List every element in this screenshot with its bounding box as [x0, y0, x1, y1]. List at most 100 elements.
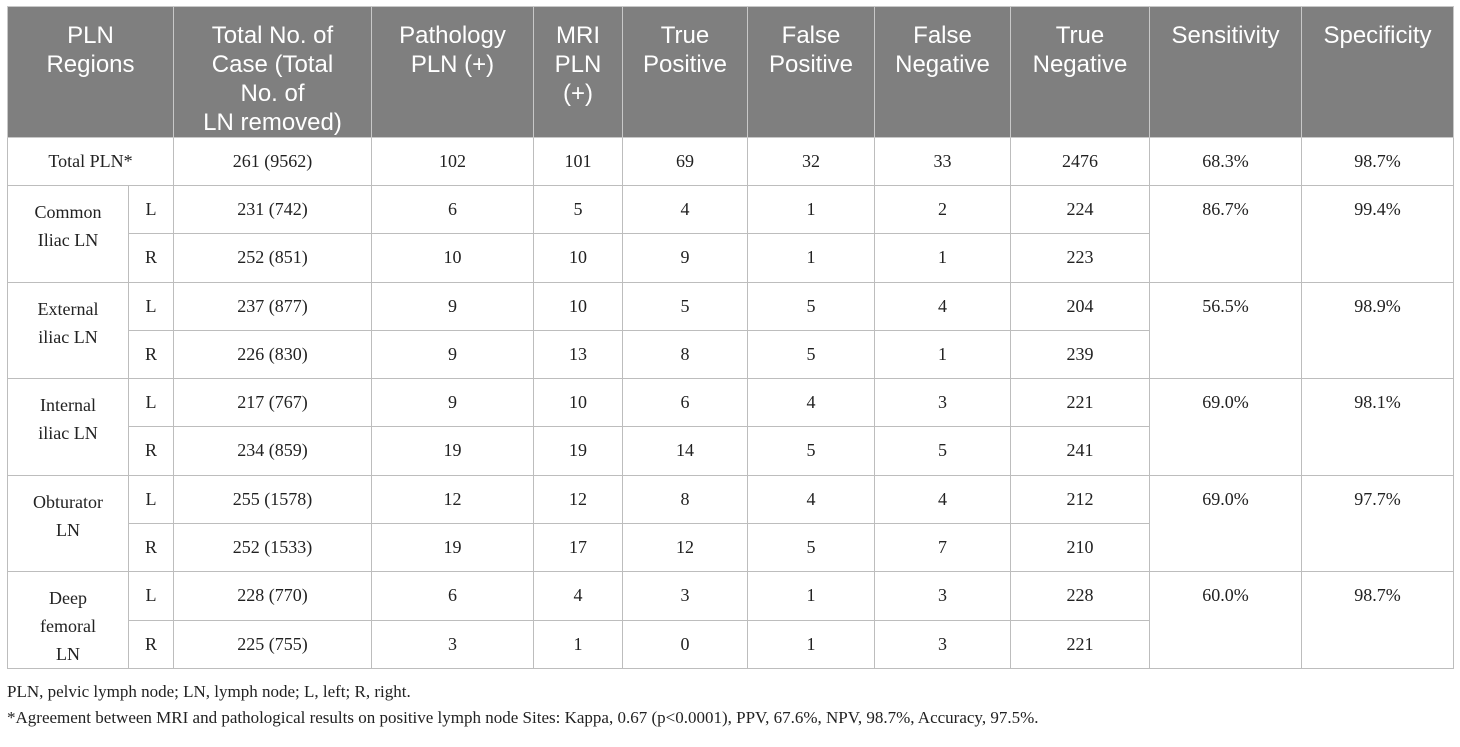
region-name-line: Obturator	[33, 491, 103, 512]
header-line: Regions	[46, 51, 135, 78]
total-cases-cell: 225 (755)	[173, 619, 372, 670]
table-row: Internal iliac LN L 217 (767) 9 10 6 4 3 221 69.0%…	[7, 378, 1454, 476]
header-line: No. of	[240, 80, 305, 107]
abbreviations-note: PLN, pelvic lymph node; LN, lymph node; …	[7, 682, 411, 702]
header-line: Sensitivity	[1171, 22, 1280, 49]
total-tn-cell: 2476	[1010, 137, 1150, 186]
table-row: R 226 (830) 9 13 8 5 1 239	[8, 329, 1454, 380]
tp-cell: 8	[622, 329, 748, 380]
region-name-line: Deep	[49, 588, 87, 609]
table-row: Common Iliac LN L 231 (742) 6 5 4 1 2 224 86.7% 99.…	[7, 184, 1454, 283]
side-cell: L	[128, 378, 174, 428]
specificity-cell: 99.4%	[1301, 185, 1454, 283]
total-tp-cell: 69	[622, 137, 748, 186]
tn-cell: 228	[1010, 571, 1150, 621]
fn-cell: 5	[874, 426, 1011, 476]
tn-cell: 204	[1010, 281, 1150, 331]
region-name-cell: Obturator LN	[7, 474, 129, 573]
pathology-cell: 9	[371, 378, 534, 428]
side-cell: L	[128, 571, 174, 621]
header-line: True	[1055, 22, 1105, 49]
sensitivity-cell: 60.0%	[1149, 571, 1302, 670]
specificity-cell: 98.9%	[1301, 281, 1454, 380]
header-line: False	[781, 22, 841, 49]
header-line: False	[913, 22, 972, 49]
pathology-cell: 6	[371, 571, 534, 621]
sensitivity-cell: 69.0%	[1149, 378, 1302, 476]
header-true-positive: True Positive	[622, 6, 748, 138]
region-name-line: Iliac LN	[37, 230, 99, 250]
total-fn-cell: 33	[874, 137, 1011, 186]
header-line: PLN	[67, 22, 114, 49]
header-specificity: Specificity	[1301, 6, 1454, 138]
tn-cell: 224	[1010, 184, 1150, 235]
region-name-line: LN	[56, 519, 80, 540]
tp-cell: 8	[622, 474, 748, 525]
pathology-cell: 3	[371, 619, 534, 670]
header-line: Case (Total	[211, 51, 334, 78]
header-line: Positive	[768, 51, 854, 78]
total-cases-cell: 261 (9562)	[173, 137, 372, 186]
table-row: Deep femoral LN L 228 (770) 6 4 3 1 3 228 60.0% 98.7…	[7, 571, 1454, 670]
tn-cell: 212	[1010, 474, 1150, 525]
header-line: PLN (+)	[410, 51, 495, 78]
tn-cell: 210	[1010, 523, 1150, 573]
header-row: PLN Regions Total No. of Case (Total No. of…	[7, 6, 1454, 138]
pathology-cell: 10	[371, 233, 534, 283]
tp-cell: 0	[622, 619, 748, 670]
region-name-line: Common	[34, 202, 102, 222]
fn-cell: 1	[874, 233, 1011, 283]
mri-cell: 10	[533, 233, 623, 283]
header-true-negative: True Negative	[1010, 6, 1150, 138]
header-total-cases: Total No. of Case (Total No. of LN removed)	[173, 6, 372, 138]
side-cell: L	[128, 184, 174, 235]
region-name-cell: Internal iliac LN	[7, 378, 129, 476]
side-cell: L	[128, 281, 174, 331]
fn-cell: 4	[874, 474, 1011, 525]
tn-cell: 241	[1010, 426, 1150, 476]
header-regions: PLN Regions	[7, 6, 174, 138]
table-container: PLN Regions Total No. of Case (Total No. of…	[7, 6, 1454, 731]
fn-cell: 4	[874, 281, 1011, 331]
footnotes: PLN, pelvic lymph node; LN, lymph node; …	[7, 679, 1453, 731]
table-row: Obturator LN L 255 (1578) 12 12 8 4 4 212 69.0% 97.…	[7, 474, 1454, 573]
fn-cell: 3	[874, 378, 1011, 428]
table-row: R 252 (1533) 19 17 12 5 7 210	[8, 523, 1454, 573]
mri-cell: 1	[533, 619, 623, 670]
header-line: Negative	[1032, 51, 1128, 78]
side-cell: R	[128, 329, 174, 380]
tp-cell: 14	[622, 426, 748, 476]
side-cell: R	[128, 619, 174, 670]
region-name-line: External	[37, 298, 99, 319]
sensitivity-cell: 56.5%	[1149, 281, 1302, 380]
total-cases-cell: 252 (1533)	[173, 523, 372, 573]
tp-cell: 3	[622, 571, 748, 621]
table-row: External iliac LN L 237 (877) 9 10 5 5 4 204 56.5%…	[7, 281, 1454, 380]
region-name-line: Internal	[40, 395, 96, 416]
tn-cell: 239	[1010, 329, 1150, 380]
total-cases-cell: 226 (830)	[173, 329, 372, 380]
fp-cell: 5	[747, 329, 875, 380]
header-false-negative: False Negative	[874, 6, 1011, 138]
header-line: Positive	[642, 51, 728, 78]
specificity-cell: 98.1%	[1301, 378, 1454, 476]
header-line: PLN	[554, 51, 602, 78]
region-name-line: femoral	[40, 616, 96, 637]
pathology-cell: 9	[371, 281, 534, 331]
mri-cell: 5	[533, 184, 623, 235]
region-name-line: iliac LN	[38, 423, 98, 444]
header-line: MRI	[556, 22, 600, 49]
fp-cell: 1	[747, 233, 875, 283]
pathology-cell: 19	[371, 426, 534, 476]
header-line: Pathology	[399, 22, 506, 49]
fp-cell: 5	[747, 281, 875, 331]
specificity-cell: 97.7%	[1301, 474, 1454, 573]
tn-cell: 221	[1010, 378, 1150, 428]
fp-cell: 5	[747, 426, 875, 476]
tn-cell: 223	[1010, 233, 1150, 283]
total-cases-cell: 234 (859)	[173, 426, 372, 476]
fp-cell: 4	[747, 378, 875, 428]
total-fp-cell: 32	[747, 137, 875, 186]
mri-cell: 10	[533, 281, 623, 331]
region-name-cell: Common Iliac LN	[7, 185, 129, 283]
